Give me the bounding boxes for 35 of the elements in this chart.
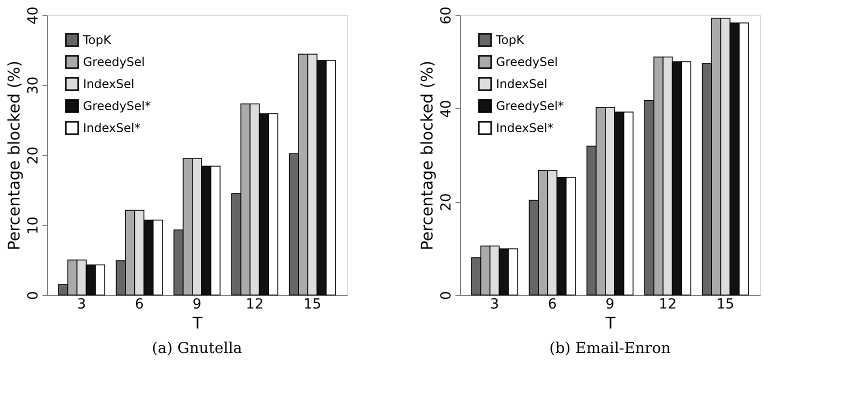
y-tick-label: 40	[26, 6, 42, 24]
x-tick-label: 12	[246, 296, 264, 312]
legend-label: TopK	[495, 33, 526, 47]
y-tick-label: 10	[26, 216, 42, 234]
y-tick-label: 30	[26, 76, 42, 94]
x-tick-label: 6	[548, 296, 557, 312]
x-tick-label: 6	[134, 296, 144, 312]
x-tick-label: 15	[716, 296, 734, 312]
legend-label: TopK	[82, 33, 112, 47]
y-axis-title: Percentage blocked (%)	[4, 60, 24, 250]
legend-label: IndexSel*	[83, 121, 140, 135]
x-tick-label: 9	[192, 296, 202, 312]
legend-label: GreedySel*	[83, 99, 151, 113]
x-axis-title: T	[604, 314, 616, 332]
text: (a) Gnutella	[152, 339, 242, 357]
y-tick-label: 20	[26, 146, 42, 164]
y-tick-label: 40	[438, 100, 454, 118]
text: (b) Email-Enron	[549, 339, 671, 357]
legend-label: GreedySel	[83, 55, 145, 69]
x-tick-label: 15	[303, 296, 322, 312]
legend-label: IndexSel	[83, 77, 134, 91]
x-tick-label: 12	[658, 296, 677, 312]
legend-label: GreedySel	[496, 55, 558, 69]
legend-label: IndexSel*	[496, 121, 554, 135]
x-tick-label: 3	[490, 296, 500, 312]
x-tick-label: 9	[606, 296, 614, 312]
y-tick-label: 60	[438, 6, 454, 24]
x-axis-title: T	[192, 314, 203, 332]
legend-label: IndexSel	[496, 77, 548, 91]
y-tick-label: 0	[438, 291, 454, 300]
legend-label: GreedySel*	[496, 99, 564, 113]
y-axis-title: Percentage blocked (%)	[418, 60, 436, 250]
x-tick-label: 3	[77, 296, 86, 312]
y-tick-label: 0	[26, 291, 42, 300]
y-tick-label: 20	[438, 193, 454, 212]
